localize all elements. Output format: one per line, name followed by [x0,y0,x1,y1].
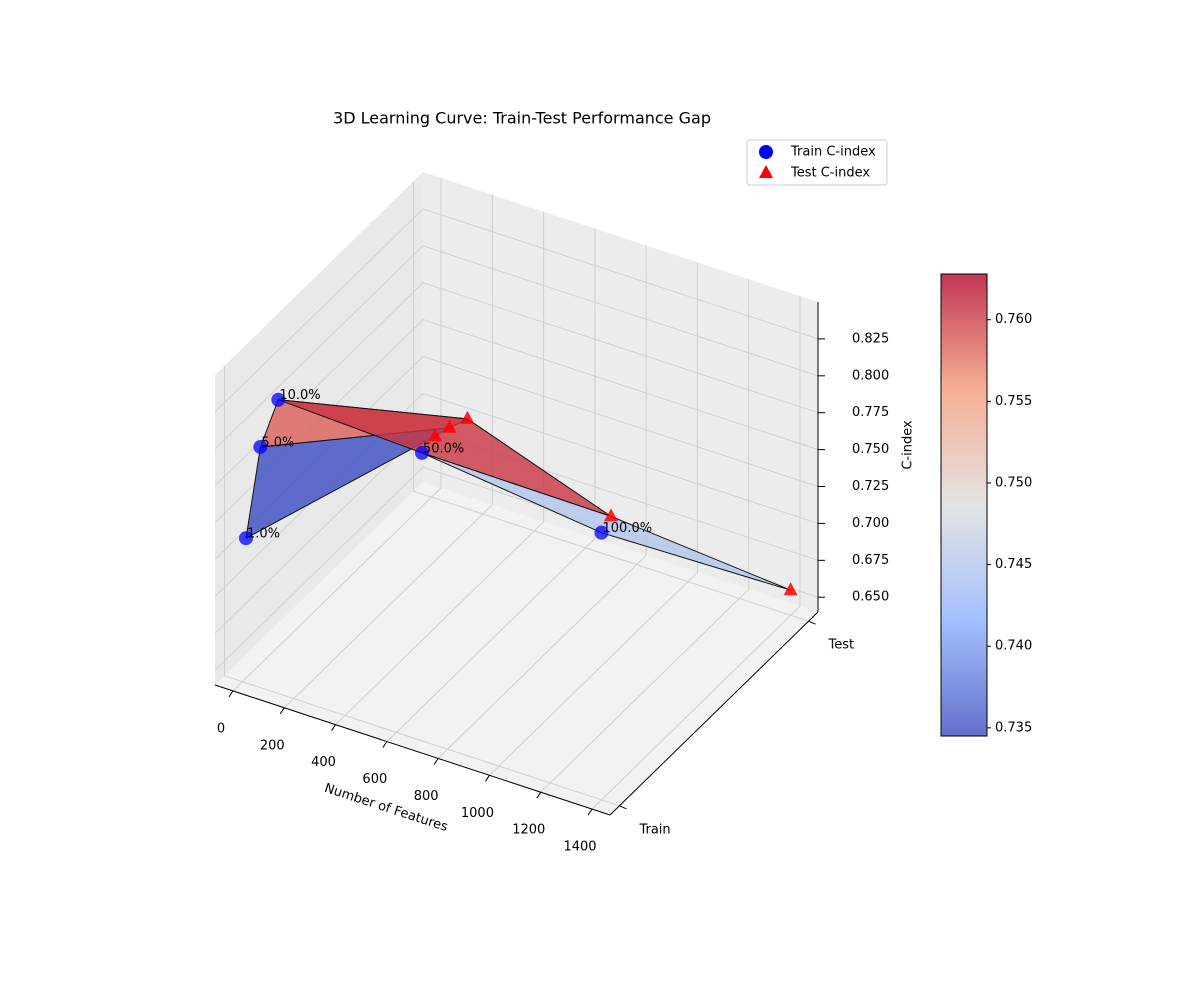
train-point [239,531,253,546]
z-tick-label: 0.675 [852,553,889,568]
grid-line [214,245,819,450]
x-tick [382,741,388,748]
legend-label: Test C-index [790,166,870,181]
train-point [594,525,609,540]
colorbar-tick-label: 0.760 [995,312,1032,327]
test-point [428,428,443,442]
grid-line [591,296,801,810]
z-tick-label: 0.700 [852,516,889,531]
chart-title: 3D Learning Curve: Train-Test Performanc… [333,109,711,128]
x-tick [433,758,439,765]
point-label: 5.0% [261,435,294,450]
test-point [442,419,457,433]
train-point [271,392,286,407]
legend-label: Train C-index [790,145,876,160]
grid-line [283,194,493,709]
x-tick-label: 1000 [461,806,494,821]
train-point [414,445,429,460]
x-axis-line [214,684,611,816]
grid-line [335,211,545,726]
legend-box [746,139,888,186]
y-tick-label: Test [828,638,855,653]
z-tick-label: 0.750 [852,442,889,457]
y-tick [808,620,816,625]
x-tick-label: 200 [260,738,285,753]
z-tick-label: 0.825 [852,331,889,346]
x-tick [331,724,336,731]
test-point [783,582,798,596]
legend-marker [759,145,773,159]
x-tick [485,775,490,782]
back-pane [423,172,818,612]
z-tick-label: 0.775 [852,405,889,420]
colorbar-tick-label: 0.735 [995,720,1032,735]
grid-line [489,262,698,776]
test-point [460,410,475,424]
point-label: 1.0% [247,527,280,542]
x-tick [587,808,593,816]
colorbar-tick-label: 0.750 [995,475,1032,490]
x-tick [536,791,542,799]
point-label: 50.0% [423,441,464,456]
colorbar-tick-label: 0.755 [995,394,1032,409]
test-point [604,508,618,522]
colorbar-tick-label: 0.745 [995,557,1032,572]
z-axis-label: C-index [901,420,916,470]
x-tick [228,690,234,698]
train-point [253,439,268,454]
x-tick-label: 400 [311,755,336,770]
grid-line [413,181,809,622]
x-tick-label: 1200 [512,823,545,838]
z-tick-label: 0.800 [852,368,889,383]
legend-marker [759,165,773,178]
y-axis-line [609,611,819,816]
z-tick-label: 0.650 [852,590,889,605]
point-label: 10.0% [279,388,320,403]
point-label: 100.0% [603,521,653,536]
y-tick-label: Train [638,822,670,837]
x-tick-label: 0 [217,721,225,736]
colorbar-tick-label: 0.740 [995,639,1032,654]
grid-line [214,208,819,413]
grid-line [437,245,647,759]
grid-line [540,279,750,793]
z-tick-label: 0.725 [852,479,889,494]
grid-line [386,228,596,742]
x-tick-label: 1400 [563,840,596,855]
grid-line [232,177,442,692]
grid-line [224,365,620,807]
grid-line [214,392,819,597]
y-tick [619,805,627,810]
x-tick-label: 800 [414,789,439,804]
colorbar [940,273,988,737]
x-tick-label: 600 [362,772,387,787]
floor-pane [215,482,818,815]
x-tick [279,707,285,715]
